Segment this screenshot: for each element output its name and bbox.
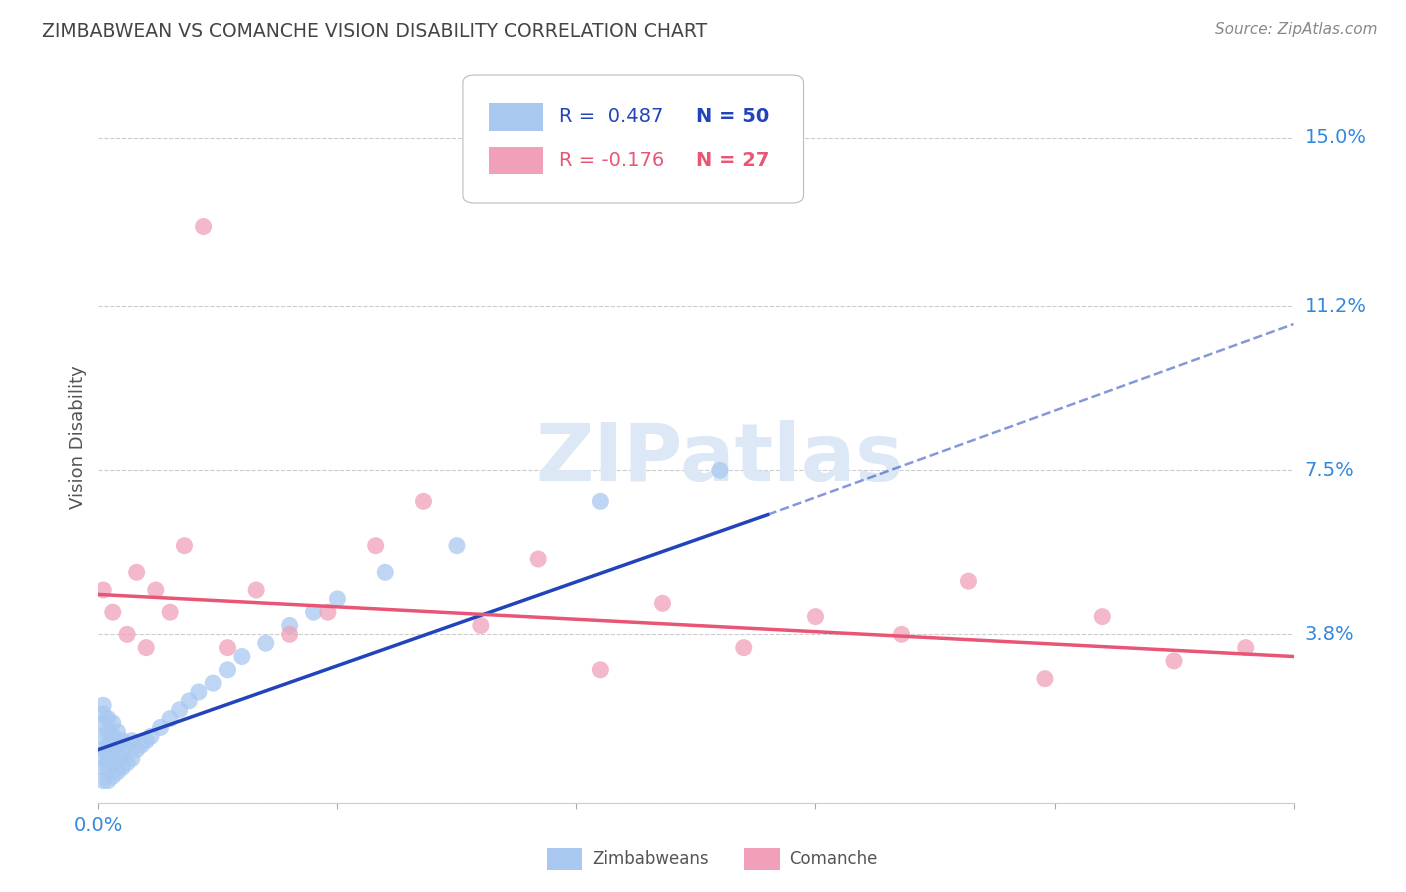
- Point: [202, 676, 225, 690]
- FancyBboxPatch shape: [547, 848, 582, 870]
- Point: [173, 539, 195, 553]
- Text: Zimbabweans: Zimbabweans: [592, 850, 709, 868]
- Text: R =  0.487: R = 0.487: [558, 107, 662, 126]
- Point: [91, 742, 114, 756]
- Point: [231, 649, 253, 664]
- Text: 0.0%: 0.0%: [73, 816, 124, 835]
- Point: [91, 729, 114, 743]
- Point: [111, 760, 134, 774]
- Y-axis label: Vision Disability: Vision Disability: [69, 365, 87, 509]
- Point: [97, 738, 120, 752]
- Point: [131, 738, 153, 752]
- Point: [446, 539, 468, 553]
- Point: [111, 733, 134, 747]
- Point: [589, 663, 612, 677]
- Point: [91, 751, 114, 765]
- Point: [145, 582, 167, 597]
- Point: [101, 605, 124, 619]
- Text: 7.5%: 7.5%: [1305, 461, 1354, 480]
- Point: [159, 605, 181, 619]
- Point: [804, 609, 827, 624]
- Point: [179, 694, 201, 708]
- Point: [111, 747, 134, 761]
- Point: [733, 640, 755, 655]
- Point: [187, 685, 209, 699]
- Point: [97, 760, 120, 774]
- Point: [121, 733, 143, 747]
- Text: ZIPatlas: ZIPatlas: [536, 420, 904, 498]
- Point: [101, 756, 124, 770]
- FancyBboxPatch shape: [489, 146, 543, 175]
- FancyBboxPatch shape: [744, 848, 779, 870]
- Text: Comanche: Comanche: [789, 850, 877, 868]
- Point: [527, 552, 550, 566]
- Point: [135, 733, 157, 747]
- Point: [101, 769, 124, 783]
- Point: [651, 596, 673, 610]
- Text: Source: ZipAtlas.com: Source: ZipAtlas.com: [1215, 22, 1378, 37]
- Point: [302, 605, 325, 619]
- Point: [107, 751, 129, 765]
- Point: [169, 703, 191, 717]
- Point: [101, 716, 124, 731]
- Point: [217, 663, 239, 677]
- Point: [1091, 609, 1114, 624]
- Point: [97, 773, 120, 788]
- Point: [245, 582, 267, 597]
- Point: [91, 773, 114, 788]
- Point: [101, 729, 124, 743]
- Point: [115, 738, 138, 752]
- Point: [412, 494, 434, 508]
- Point: [957, 574, 980, 589]
- Point: [589, 494, 612, 508]
- Point: [91, 582, 114, 597]
- Text: R = -0.176: R = -0.176: [558, 151, 664, 170]
- Point: [97, 751, 120, 765]
- Point: [97, 712, 120, 726]
- Point: [125, 742, 148, 756]
- Point: [91, 707, 114, 722]
- Point: [107, 764, 129, 779]
- Point: [115, 756, 138, 770]
- Point: [159, 712, 181, 726]
- Point: [217, 640, 239, 655]
- FancyBboxPatch shape: [463, 75, 804, 203]
- Point: [326, 591, 349, 606]
- Point: [316, 605, 339, 619]
- Point: [470, 618, 492, 632]
- Point: [91, 716, 114, 731]
- Text: 3.8%: 3.8%: [1305, 625, 1354, 644]
- Point: [91, 760, 114, 774]
- Point: [890, 627, 912, 641]
- Point: [374, 566, 396, 580]
- Point: [135, 640, 157, 655]
- Point: [107, 738, 129, 752]
- Point: [1033, 672, 1056, 686]
- Text: N = 50: N = 50: [696, 107, 769, 126]
- Text: 15.0%: 15.0%: [1305, 128, 1367, 147]
- Point: [254, 636, 277, 650]
- Point: [1163, 654, 1185, 668]
- Point: [278, 627, 301, 641]
- Text: N = 27: N = 27: [696, 151, 769, 170]
- Point: [193, 219, 215, 234]
- Point: [278, 618, 301, 632]
- Point: [709, 463, 731, 477]
- Point: [91, 698, 114, 713]
- Text: ZIMBABWEAN VS COMANCHE VISION DISABILITY CORRELATION CHART: ZIMBABWEAN VS COMANCHE VISION DISABILITY…: [42, 22, 707, 41]
- Point: [121, 751, 143, 765]
- Point: [149, 721, 172, 735]
- Point: [97, 724, 120, 739]
- Text: 11.2%: 11.2%: [1305, 297, 1367, 316]
- Point: [115, 627, 138, 641]
- FancyBboxPatch shape: [489, 103, 543, 130]
- Point: [139, 729, 162, 743]
- Point: [1234, 640, 1257, 655]
- Point: [125, 566, 148, 580]
- Point: [107, 724, 129, 739]
- Point: [364, 539, 387, 553]
- Point: [101, 742, 124, 756]
